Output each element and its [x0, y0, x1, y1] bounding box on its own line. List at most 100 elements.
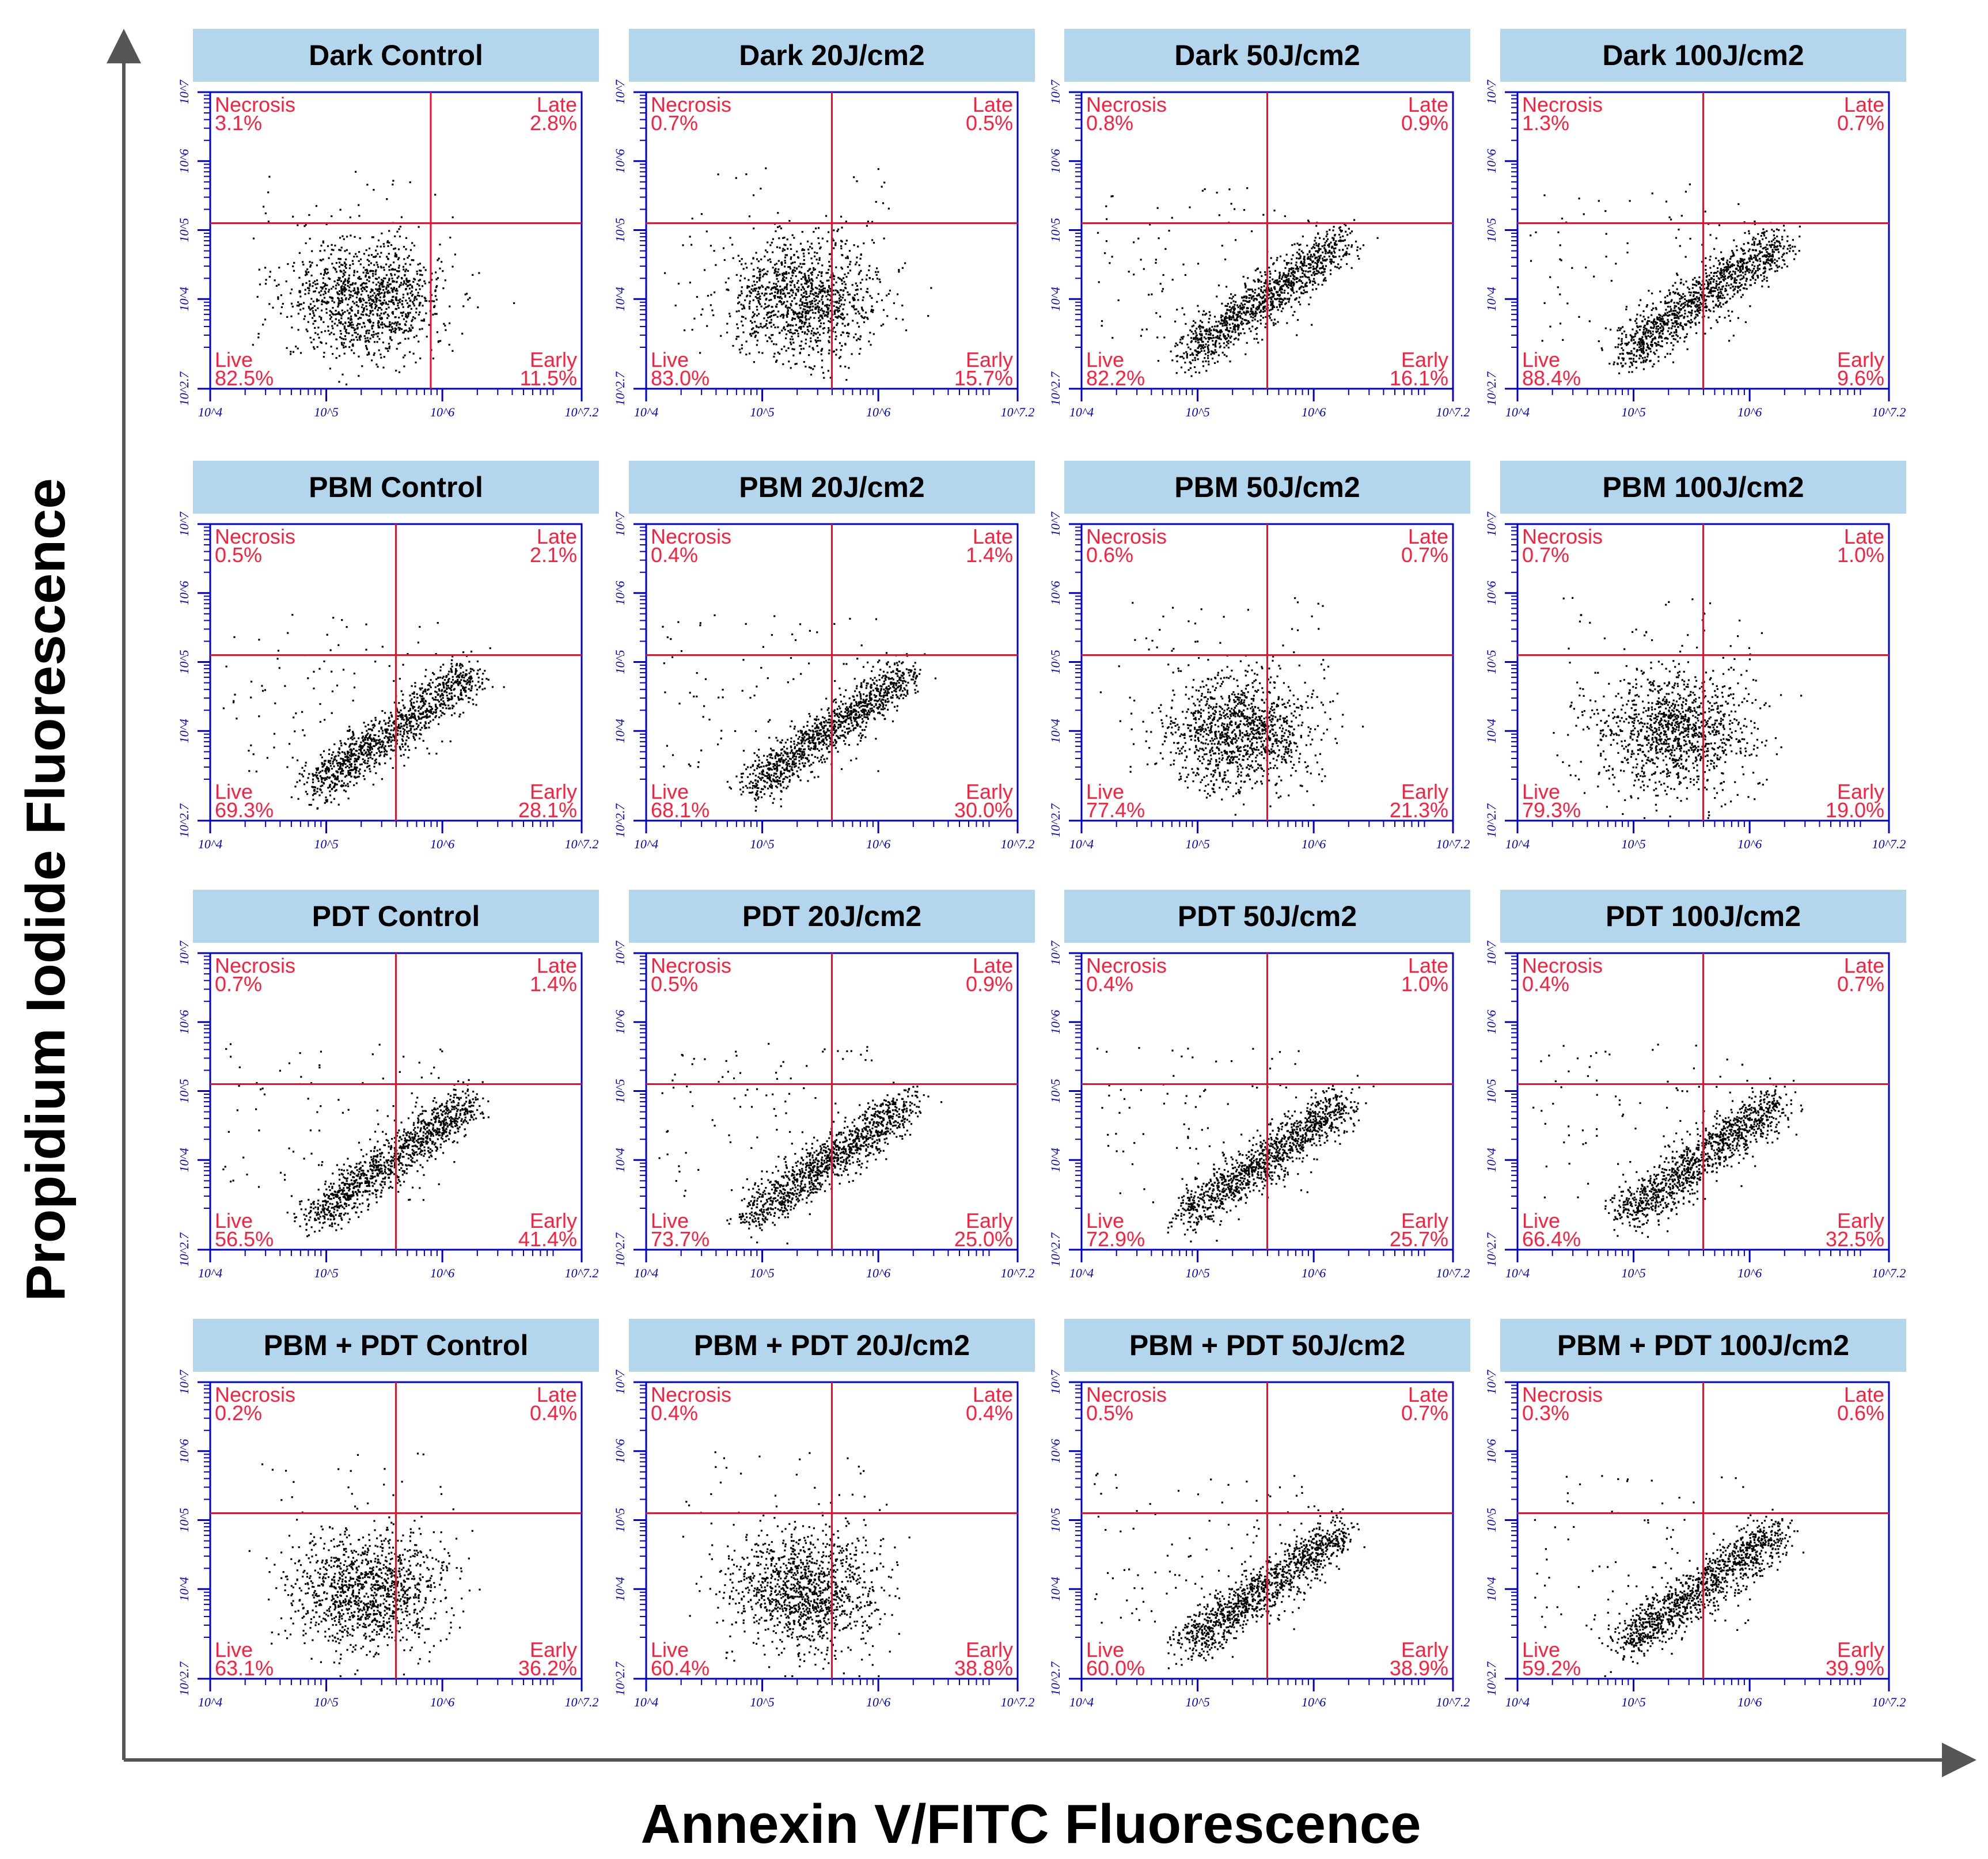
- data-point: [308, 271, 310, 274]
- data-point: [790, 324, 792, 327]
- data-point: [756, 344, 758, 346]
- data-point: [812, 327, 814, 330]
- data-point: [1746, 270, 1748, 272]
- data-point: [1240, 322, 1242, 324]
- data-point: [753, 275, 756, 278]
- data-point: [1230, 302, 1232, 304]
- data-point: [338, 381, 340, 383]
- data-point: [466, 293, 468, 295]
- data-point: [1690, 314, 1693, 317]
- data-point: [1221, 323, 1224, 325]
- data-point: [1693, 301, 1695, 303]
- data-point: [375, 298, 377, 301]
- data-point: [762, 275, 764, 278]
- data-point: [362, 314, 365, 316]
- data-point: [1244, 282, 1246, 284]
- data-point: [786, 284, 788, 286]
- data-point: [1212, 358, 1214, 360]
- data-point: [375, 283, 378, 286]
- data-point: [1705, 310, 1708, 312]
- data-point: [1281, 285, 1283, 287]
- data-point: [1287, 272, 1289, 275]
- data-point: [735, 274, 738, 276]
- data-point: [1237, 324, 1239, 326]
- data-point: [411, 285, 413, 287]
- data-point: [769, 258, 771, 260]
- data-point: [343, 325, 346, 328]
- data-point: [1276, 257, 1278, 259]
- data-point: [1763, 233, 1765, 235]
- data-point: [811, 247, 813, 249]
- data-point: [1649, 330, 1652, 332]
- data-point: [339, 290, 341, 292]
- data-point: [1128, 271, 1130, 273]
- data-point: [1701, 294, 1703, 297]
- data-point: [377, 332, 379, 335]
- data-point: [745, 173, 748, 176]
- data-point: [777, 351, 779, 354]
- data-point: [377, 239, 380, 241]
- data-point: [1285, 274, 1287, 276]
- data-point: [1757, 276, 1759, 279]
- data-point: [712, 314, 715, 316]
- data-point: [1705, 279, 1708, 282]
- data-point: [1251, 325, 1254, 328]
- data-point: [835, 306, 838, 308]
- data-point: [366, 184, 369, 186]
- data-point: [263, 206, 265, 208]
- data-point: [347, 317, 350, 320]
- data-point: [1275, 298, 1277, 301]
- data-point: [746, 287, 749, 289]
- data-point: [1264, 310, 1266, 312]
- data-point: [306, 330, 309, 332]
- data-point: [389, 323, 391, 325]
- data-point: [707, 295, 709, 297]
- data-point: [312, 310, 314, 312]
- data-point: [1226, 313, 1228, 315]
- data-point: [320, 318, 323, 321]
- data-point: [1311, 289, 1314, 291]
- data-point: [1631, 362, 1633, 365]
- data-point: [1691, 312, 1693, 314]
- data-point: [1674, 309, 1676, 312]
- data-point: [421, 285, 424, 287]
- data-point: [822, 290, 824, 293]
- data-point: [782, 289, 784, 292]
- data-point: [790, 329, 792, 331]
- data-point: [1693, 298, 1695, 301]
- data-point: [1635, 367, 1638, 369]
- data-point: [1657, 341, 1660, 343]
- data-point: [1249, 300, 1251, 302]
- data-point: [1272, 295, 1274, 298]
- data-point: [1644, 324, 1646, 327]
- data-point: [836, 324, 838, 326]
- data-point: [371, 303, 373, 305]
- data-point: [332, 249, 335, 251]
- data-point: [812, 348, 814, 351]
- data-point: [1799, 225, 1801, 227]
- data-point: [765, 334, 767, 336]
- data-point: [1747, 261, 1749, 264]
- data-point: [1684, 301, 1686, 304]
- data-point: [829, 377, 832, 379]
- data-point: [1326, 233, 1329, 236]
- data-point: [1665, 342, 1668, 344]
- data-point: [1665, 337, 1667, 339]
- data-point: [839, 278, 841, 280]
- data-point: [290, 302, 293, 305]
- data-point: [807, 329, 809, 331]
- data-point: [1284, 215, 1286, 217]
- data-point: [757, 267, 759, 269]
- data-point: [1722, 303, 1724, 305]
- data-point: [1746, 288, 1748, 290]
- data-point: [775, 271, 777, 273]
- data-point: [344, 271, 347, 274]
- data-point: [1312, 280, 1314, 283]
- data-point: [1290, 283, 1292, 285]
- data-point: [1735, 245, 1737, 248]
- data-point: [401, 328, 403, 331]
- data-point: [799, 326, 801, 328]
- quadrant-necrosis-label: Necrosis: [1086, 93, 1167, 116]
- quadrant-live-value: 82.5%: [215, 366, 274, 390]
